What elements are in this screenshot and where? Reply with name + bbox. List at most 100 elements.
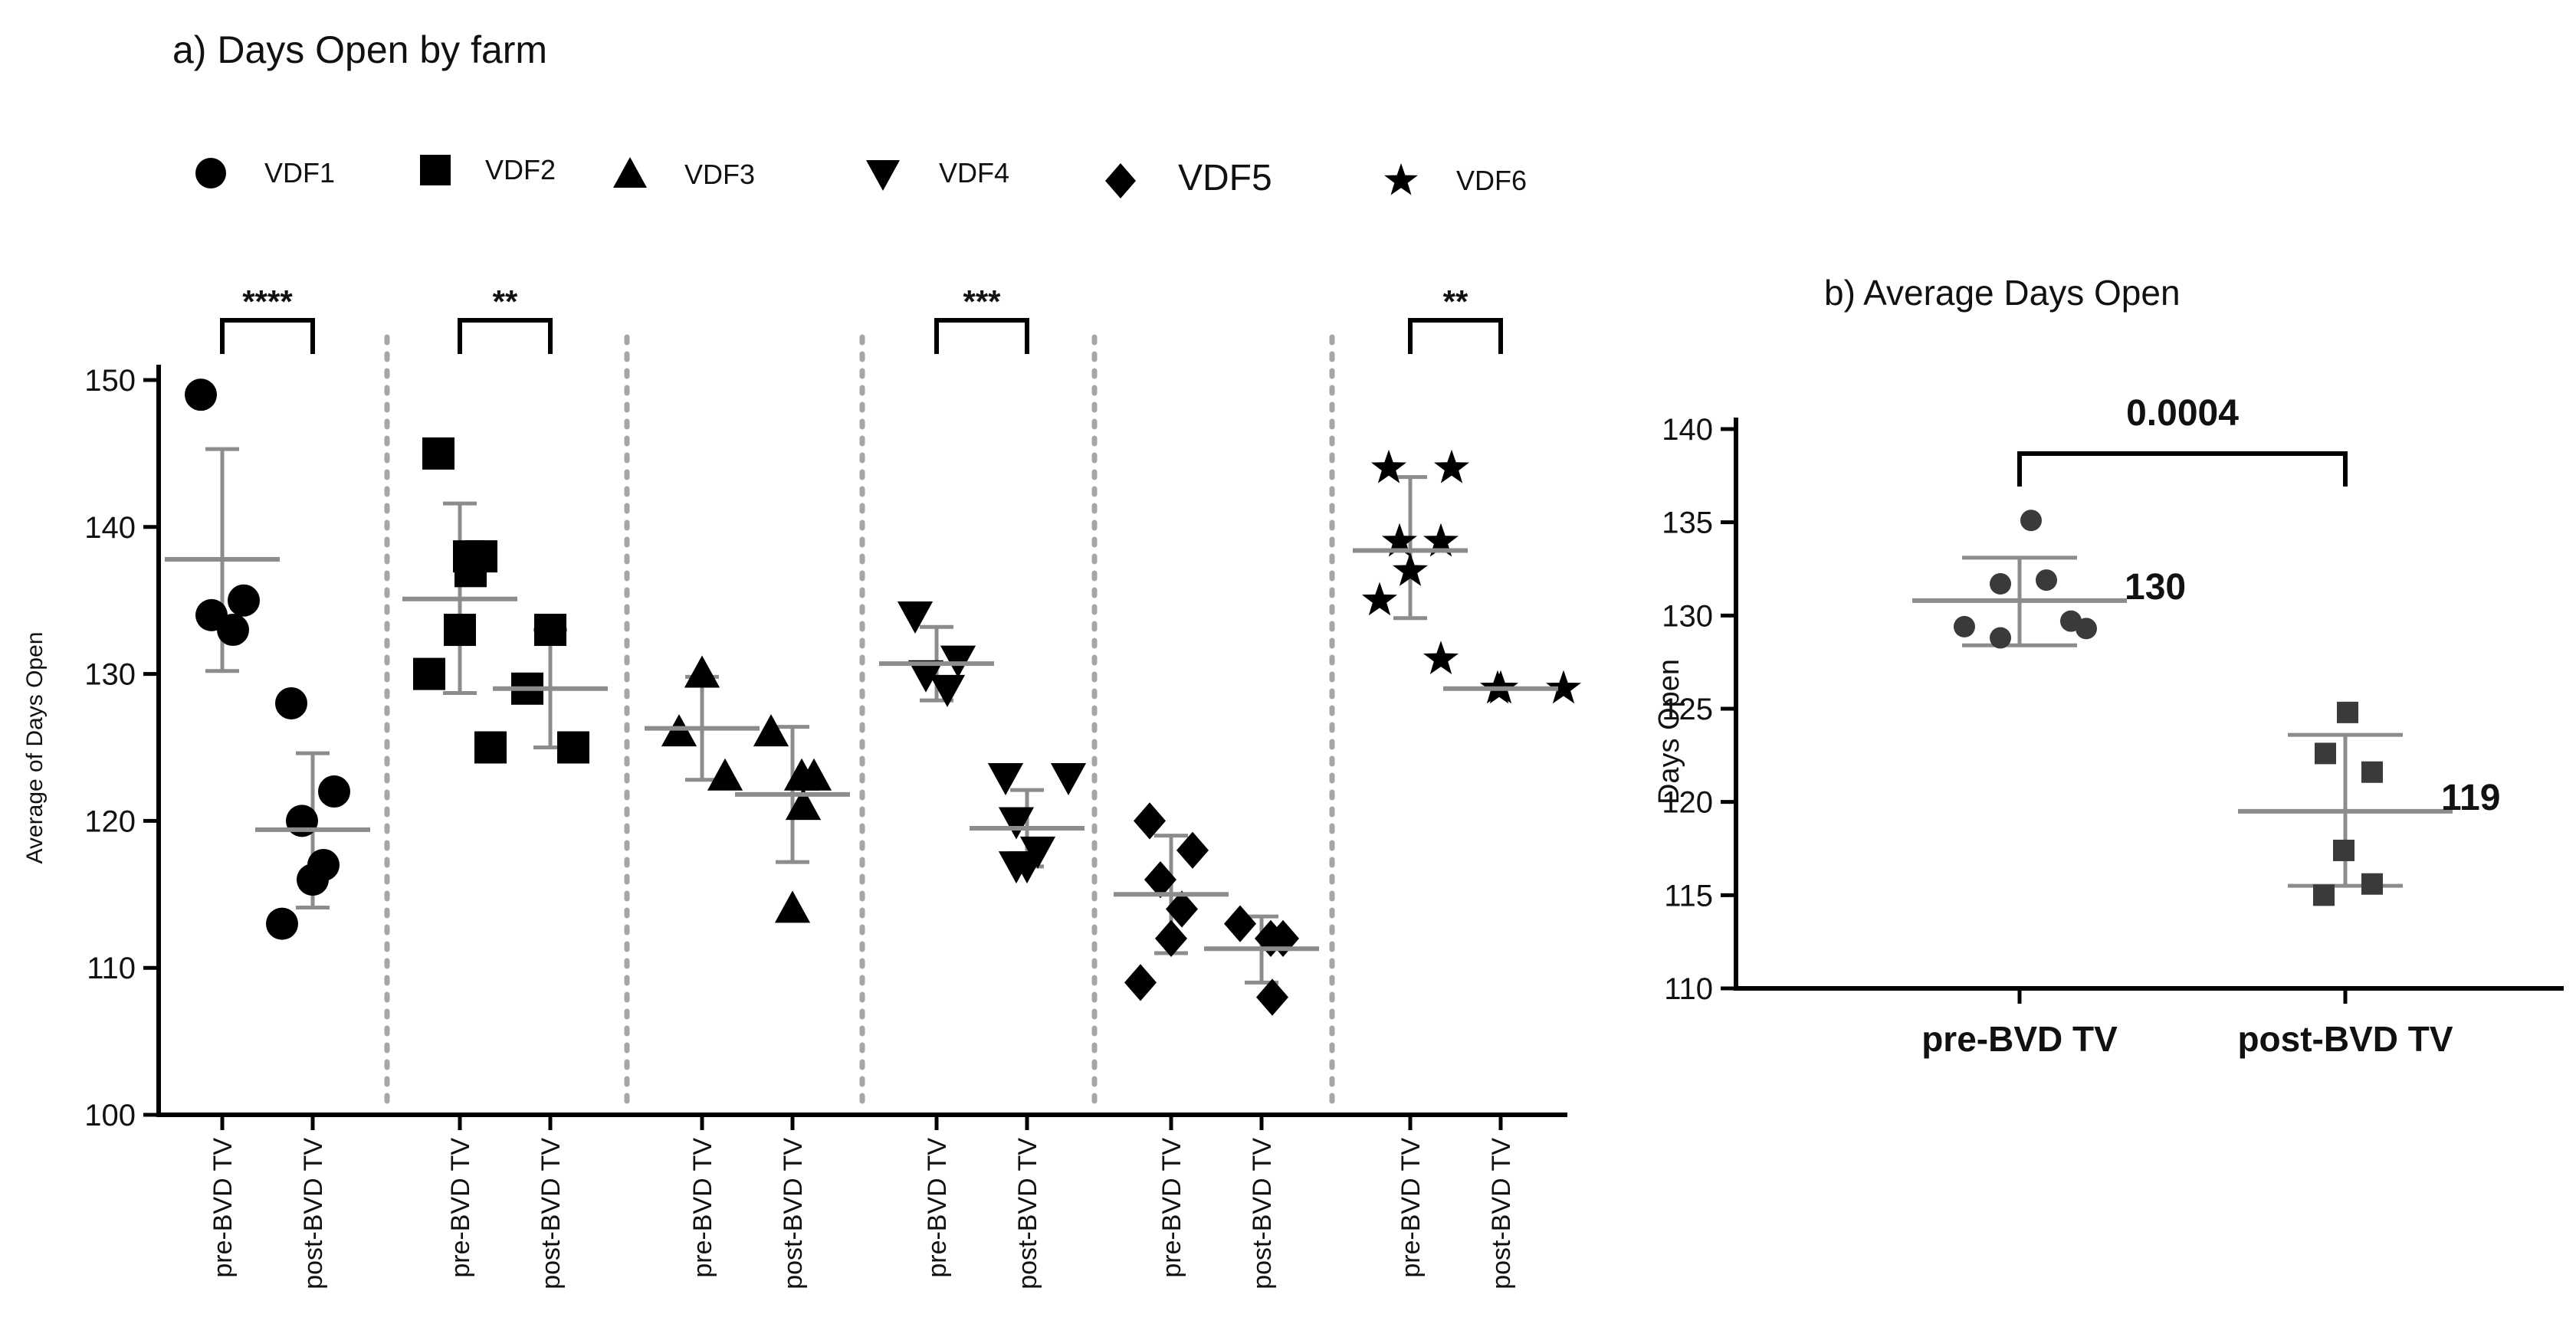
panel-b-title: b) Average Days Open xyxy=(1824,273,2181,313)
data-point xyxy=(2036,569,2057,591)
panel-a-axes: 100 110 120 130 140 150 pre-BVD TV post-BVD TV p… xyxy=(84,364,1567,1289)
data-point xyxy=(2333,839,2354,861)
legend-label: VDF4 xyxy=(939,157,1009,188)
y-tick-label: 150 xyxy=(84,364,136,398)
significance-bracket xyxy=(458,318,553,354)
data-point xyxy=(474,731,507,764)
data-point xyxy=(1954,615,1975,637)
data-point xyxy=(998,851,1035,884)
data-point xyxy=(1546,670,1581,704)
data-point xyxy=(1393,552,1428,586)
legend-marker xyxy=(420,155,451,185)
x-tick-label: post-BVD TV xyxy=(299,1138,328,1289)
data-point xyxy=(2315,742,2336,765)
y-tick-label: 130 xyxy=(1662,599,1713,633)
data-point xyxy=(413,657,445,690)
data-point xyxy=(907,660,944,693)
panel-a-marks: **** ** *** ** xyxy=(165,283,1581,1016)
data-point xyxy=(929,674,966,707)
data-point xyxy=(275,687,307,719)
data-point xyxy=(707,758,743,791)
data-point xyxy=(185,378,217,411)
legend-marker xyxy=(866,160,900,191)
panel-b-marks: 130 119 0.0004 xyxy=(1912,393,2500,906)
data-point xyxy=(1256,978,1288,1016)
data-point xyxy=(753,714,789,747)
data-point xyxy=(1155,919,1187,957)
x-tick-label: pre-BVD TV xyxy=(923,1138,952,1278)
data-point xyxy=(2076,618,2097,640)
data-point xyxy=(774,890,811,923)
x-tick-label: post-BVD TV xyxy=(1013,1138,1042,1289)
data-point xyxy=(318,775,350,808)
x-tick-label: pre-BVD TV xyxy=(1396,1138,1426,1278)
data-point xyxy=(2313,884,2335,906)
data-point xyxy=(1124,964,1157,1001)
data-point xyxy=(2020,510,2042,532)
data-point xyxy=(1134,802,1166,840)
x-tick-label: pre-BVD TV xyxy=(1921,1019,2118,1059)
legend-marker xyxy=(1105,163,1136,198)
legend-marker xyxy=(195,158,226,188)
data-point xyxy=(2361,761,2383,783)
significance-bracket xyxy=(220,318,315,354)
data-point xyxy=(783,758,820,791)
data-point xyxy=(2337,701,2358,723)
y-tick-label: 120 xyxy=(84,804,136,838)
data-point xyxy=(684,655,720,688)
data-point xyxy=(228,584,260,617)
data-point xyxy=(557,731,589,764)
data-point xyxy=(1362,582,1397,616)
y-tick-label: 100 xyxy=(84,1099,136,1132)
y-tick-label: 135 xyxy=(1662,506,1713,540)
legend-label: VDF5 xyxy=(1178,158,1272,198)
data-point xyxy=(1050,763,1087,796)
x-tick-label: post-BVD TV xyxy=(2237,1019,2453,1059)
data-point xyxy=(297,863,329,896)
x-tick-label: pre-BVD TV xyxy=(1157,1138,1186,1278)
significance-bracket xyxy=(934,318,1029,354)
farm-separators xyxy=(384,334,1335,1113)
data-point xyxy=(1434,449,1469,483)
data-point xyxy=(1176,831,1209,869)
data-point xyxy=(217,614,249,647)
y-tick-label: 125 xyxy=(1662,693,1713,726)
data-point xyxy=(266,907,298,940)
legend-label: VDF1 xyxy=(264,157,335,188)
data-point xyxy=(1255,919,1287,957)
significance-label: **** xyxy=(242,283,293,320)
x-tick-label: post-BVD TV xyxy=(1248,1138,1277,1289)
legend-label: VDF6 xyxy=(1456,165,1527,196)
y-tick-label: 110 xyxy=(1664,972,1713,1006)
data-point xyxy=(785,788,822,821)
data-point xyxy=(1382,523,1417,557)
panel-a-legend: VDF1 VDF2 VDF3 VDF4 VDF5 VDF6 xyxy=(195,154,1527,198)
data-point xyxy=(998,807,1035,840)
x-tick-label: pre-BVD TV xyxy=(208,1138,238,1278)
mean-label: 119 xyxy=(2441,778,2500,818)
y-tick-label: 130 xyxy=(84,658,136,692)
data-point xyxy=(1423,523,1459,557)
y-tick-label: 110 xyxy=(87,952,136,985)
significance-label: ** xyxy=(1443,283,1468,320)
legend-marker xyxy=(1384,163,1418,195)
x-tick-label: post-BVD TV xyxy=(779,1138,808,1289)
data-point xyxy=(534,614,566,647)
significance-label: *** xyxy=(963,283,1001,320)
mean-label: 130 xyxy=(2125,567,2186,608)
panel-a-title: a) Days Open by farm xyxy=(172,28,547,71)
data-point xyxy=(1224,905,1256,942)
legend-label: VDF2 xyxy=(485,154,556,185)
panel-b-axes: 110 115 120 125 130 135 140 pre-BVD TV post-BVD … xyxy=(1662,413,2564,1059)
data-point xyxy=(444,614,476,647)
data-point xyxy=(1371,449,1406,483)
data-point xyxy=(987,763,1024,796)
data-point xyxy=(286,804,318,837)
y-tick-label: 140 xyxy=(1662,413,1713,447)
data-point xyxy=(1423,641,1459,674)
data-point xyxy=(422,437,454,470)
y-tick-label: 140 xyxy=(84,511,136,545)
panel-a-y-axis-title: Average of Days Open xyxy=(22,632,48,864)
x-tick-label: pre-BVD TV xyxy=(446,1138,475,1278)
